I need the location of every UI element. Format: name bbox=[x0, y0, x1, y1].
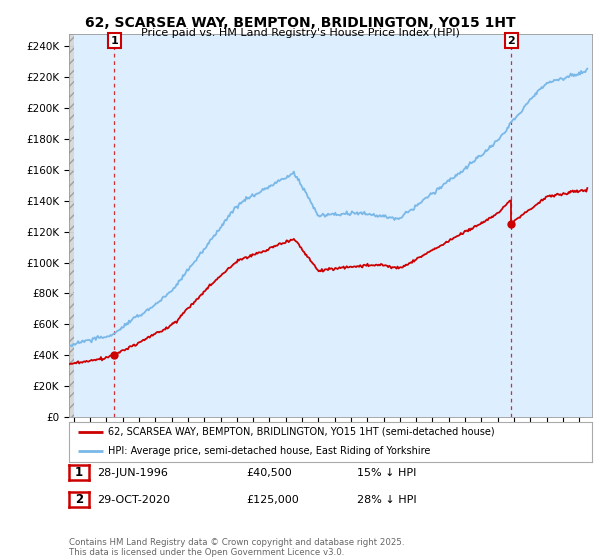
Text: Contains HM Land Registry data © Crown copyright and database right 2025.
This d: Contains HM Land Registry data © Crown c… bbox=[69, 538, 404, 557]
Text: HPI: Average price, semi-detached house, East Riding of Yorkshire: HPI: Average price, semi-detached house,… bbox=[108, 446, 431, 456]
Text: 28% ↓ HPI: 28% ↓ HPI bbox=[357, 494, 416, 505]
Text: 28-JUN-1996: 28-JUN-1996 bbox=[97, 468, 168, 478]
Text: 2: 2 bbox=[75, 493, 83, 506]
Text: £40,500: £40,500 bbox=[246, 468, 292, 478]
Text: 2: 2 bbox=[508, 35, 515, 45]
Text: 15% ↓ HPI: 15% ↓ HPI bbox=[357, 468, 416, 478]
Text: 62, SCARSEA WAY, BEMPTON, BRIDLINGTON, YO15 1HT (semi-detached house): 62, SCARSEA WAY, BEMPTON, BRIDLINGTON, Y… bbox=[108, 427, 495, 437]
Text: 1: 1 bbox=[110, 35, 118, 45]
Text: £125,000: £125,000 bbox=[246, 494, 299, 505]
Text: 1: 1 bbox=[75, 466, 83, 479]
Text: Price paid vs. HM Land Registry's House Price Index (HPI): Price paid vs. HM Land Registry's House … bbox=[140, 28, 460, 38]
Text: 29-OCT-2020: 29-OCT-2020 bbox=[97, 494, 170, 505]
Text: 62, SCARSEA WAY, BEMPTON, BRIDLINGTON, YO15 1HT: 62, SCARSEA WAY, BEMPTON, BRIDLINGTON, Y… bbox=[85, 16, 515, 30]
